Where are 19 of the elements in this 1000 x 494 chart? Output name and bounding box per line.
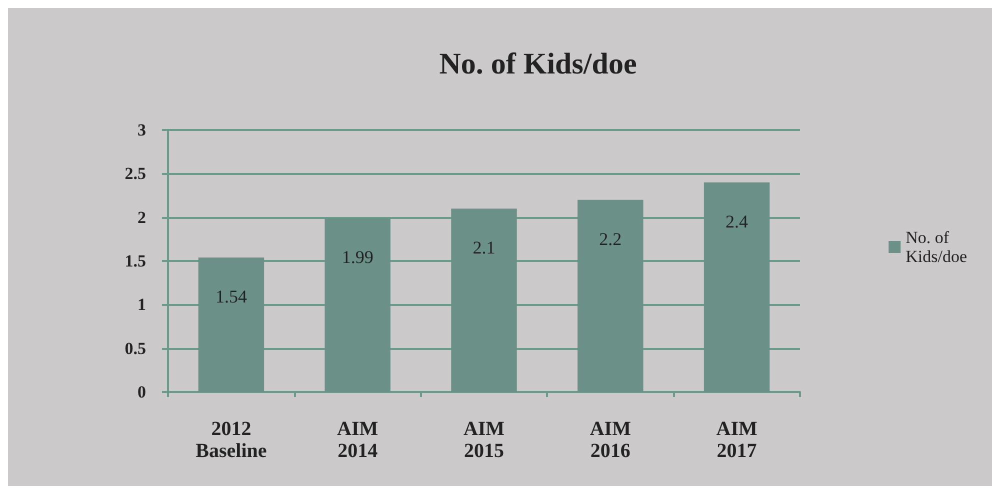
y-tick-label: 0.5	[124, 338, 146, 358]
data-label: 1.99	[342, 247, 374, 268]
y-tick-label: 1.5	[124, 252, 146, 270]
x-tick-label: AIM 2017	[716, 418, 758, 462]
data-label: 2.1	[472, 238, 496, 258]
x-tick-label: AIM 2014	[337, 418, 378, 462]
y-tick-label: 2	[138, 208, 146, 227]
y-tick-label: 2.5	[124, 164, 146, 184]
x-tick-label: AIM 2015	[463, 418, 505, 462]
y-tick-label: 3	[138, 120, 146, 140]
y-tick-label: 0	[138, 382, 146, 402]
data-label: 2.4	[726, 211, 748, 232]
data-label: 2.2	[599, 228, 622, 249]
y-tick-label: 1	[138, 295, 146, 314]
legend-label: No. of Kids/doe	[906, 228, 968, 266]
x-tick-label: 2012 Baseline	[196, 418, 267, 462]
data-label: 1.54	[215, 286, 247, 307]
chart-title: No. of Kids/doe	[439, 48, 637, 80]
x-tick-label: AIM 2016	[590, 418, 632, 462]
